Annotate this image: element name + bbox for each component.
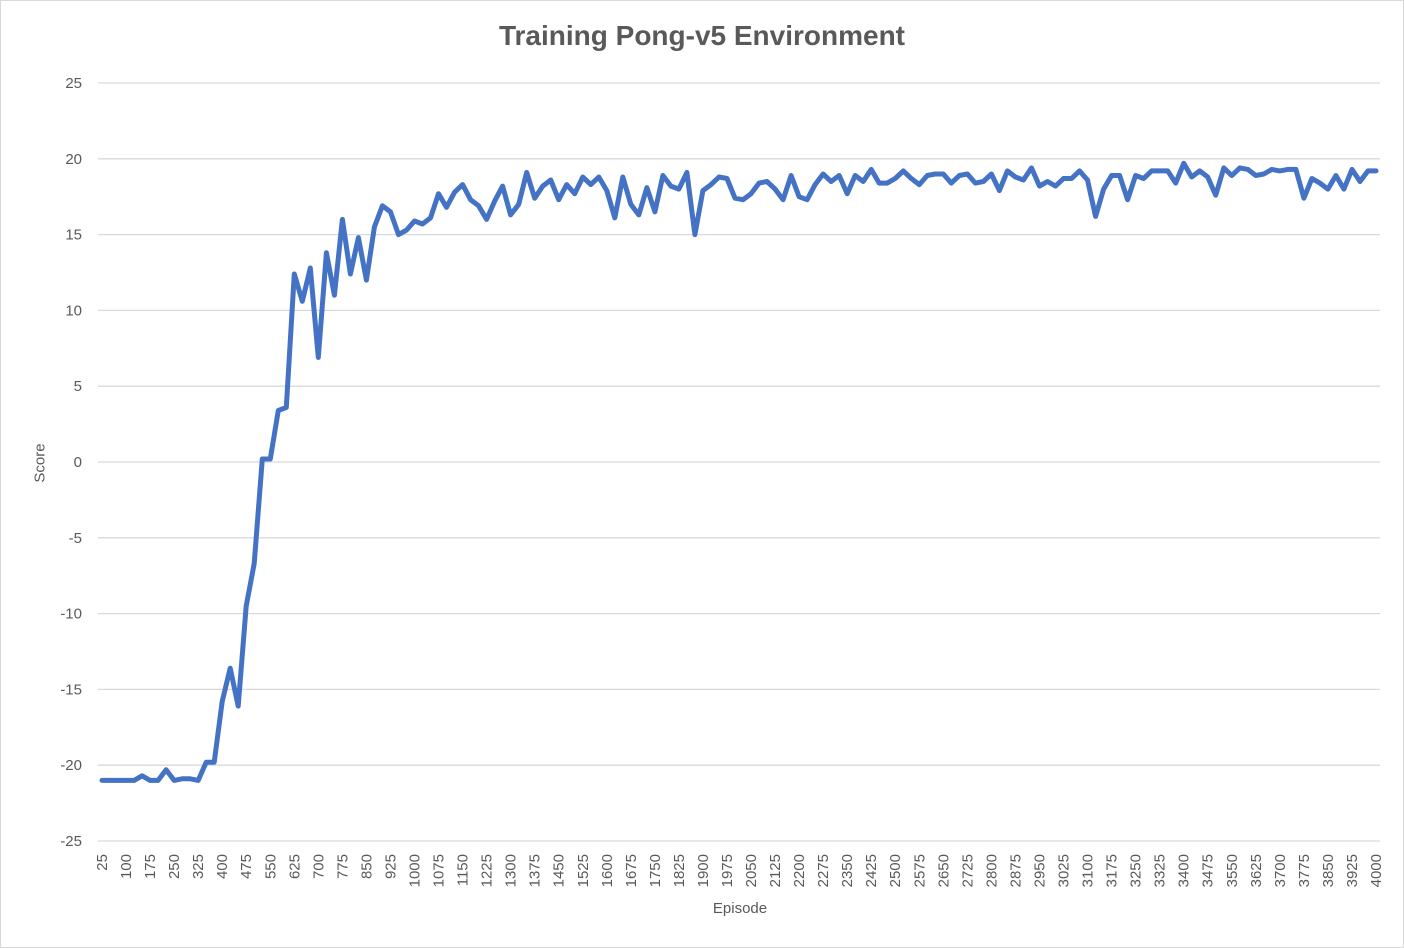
- x-tick-label: 2050: [743, 854, 760, 887]
- y-tick-label: 5: [74, 378, 82, 395]
- x-tick-label: 1375: [527, 854, 544, 887]
- x-tick-label: 3100: [1080, 854, 1097, 887]
- x-tick-label: 3400: [1176, 854, 1193, 887]
- x-tick-label: 1900: [695, 854, 712, 887]
- x-tick-label: 1825: [671, 854, 688, 887]
- x-tick-label: 475: [238, 854, 255, 879]
- x-tick-label: 250: [166, 854, 183, 879]
- x-tick-label: 775: [334, 854, 351, 879]
- x-tick-label: 3325: [1152, 854, 1169, 887]
- x-tick-label: 1750: [647, 854, 664, 887]
- y-tick-label: -15: [60, 681, 82, 698]
- x-tick-label: 25: [94, 854, 111, 871]
- x-tick-label: 3550: [1224, 854, 1241, 887]
- x-tick-label: 3625: [1248, 854, 1265, 887]
- x-tick-label: 1975: [719, 854, 736, 887]
- series-layer: [99, 160, 1379, 783]
- x-tick-label: 850: [358, 854, 375, 879]
- y-tick-label: 15: [65, 227, 82, 244]
- x-tick-label: 1600: [599, 854, 616, 887]
- x-tick-label: 175: [142, 854, 159, 879]
- x-tick-label: 3475: [1200, 854, 1217, 887]
- x-tick-label: 1000: [406, 854, 423, 887]
- y-tick-label: 25: [65, 75, 82, 92]
- x-tick-label: 2575: [911, 854, 928, 887]
- y-tick-label: 10: [65, 302, 82, 319]
- x-tick-label: 2875: [1007, 854, 1024, 887]
- x-tick-label: 3250: [1128, 854, 1145, 887]
- y-tick-label: 0: [74, 454, 82, 471]
- x-tick-label: 700: [310, 854, 327, 879]
- x-tick-label: 1075: [431, 854, 448, 887]
- x-tick-label: 2800: [983, 854, 1000, 887]
- x-tick-label: 2350: [839, 854, 856, 887]
- y-tick-label: 20: [65, 151, 82, 168]
- chart-title: Training Pong-v5 Environment: [498, 20, 906, 51]
- series-line-score: [99, 160, 1379, 783]
- x-tick-label: 625: [286, 854, 303, 879]
- x-tick-label: 4000: [1368, 854, 1385, 887]
- x-tick-label: 2725: [959, 854, 976, 887]
- x-tick-label: 1525: [575, 854, 592, 887]
- x-axis-label: Episode: [712, 900, 768, 917]
- x-tick-label: 3850: [1320, 854, 1337, 887]
- x-tick-label: 400: [214, 854, 231, 879]
- y-tick-label: -25: [60, 833, 82, 850]
- x-tick-label: 1675: [623, 854, 640, 887]
- x-tick-label: 1450: [551, 854, 568, 887]
- x-tick-label: 550: [262, 854, 279, 879]
- x-tick-label: 2125: [767, 854, 784, 887]
- x-tick-label: 3700: [1272, 854, 1289, 887]
- y-tick-label: -10: [60, 606, 82, 623]
- x-tick-label: 1225: [479, 854, 496, 887]
- y-tick-label: -20: [60, 757, 82, 774]
- x-tick-label: 2200: [791, 854, 808, 887]
- x-tick-label: 2275: [815, 854, 832, 887]
- x-tick-label: 100: [118, 854, 135, 879]
- x-tick-label: 2425: [863, 854, 880, 887]
- x-tick-label: 325: [190, 854, 207, 879]
- x-tick-label: 1150: [455, 854, 472, 886]
- x-tick-label: 925: [382, 854, 399, 879]
- x-tick-label: 2500: [887, 854, 904, 887]
- x-tick-label: 2650: [935, 854, 952, 887]
- x-tick-label: 3775: [1296, 854, 1313, 887]
- gridlines: [98, 82, 1380, 842]
- y-tick-label: -5: [69, 530, 82, 547]
- x-tick-label: 1300: [503, 854, 520, 887]
- x-tick-label: 3025: [1056, 854, 1073, 887]
- x-tick-labels: 25 100 175 250 325 400 475 550 625 700 775 850 925 10…: [94, 854, 1385, 887]
- y-tick-labels: 25 20 15 10 5 0 -5 -10 -15 -20 -25: [60, 75, 82, 850]
- x-tick-label: 3925: [1344, 854, 1361, 887]
- x-tick-label: 3175: [1104, 854, 1121, 887]
- x-tick-label: 2950: [1031, 854, 1048, 887]
